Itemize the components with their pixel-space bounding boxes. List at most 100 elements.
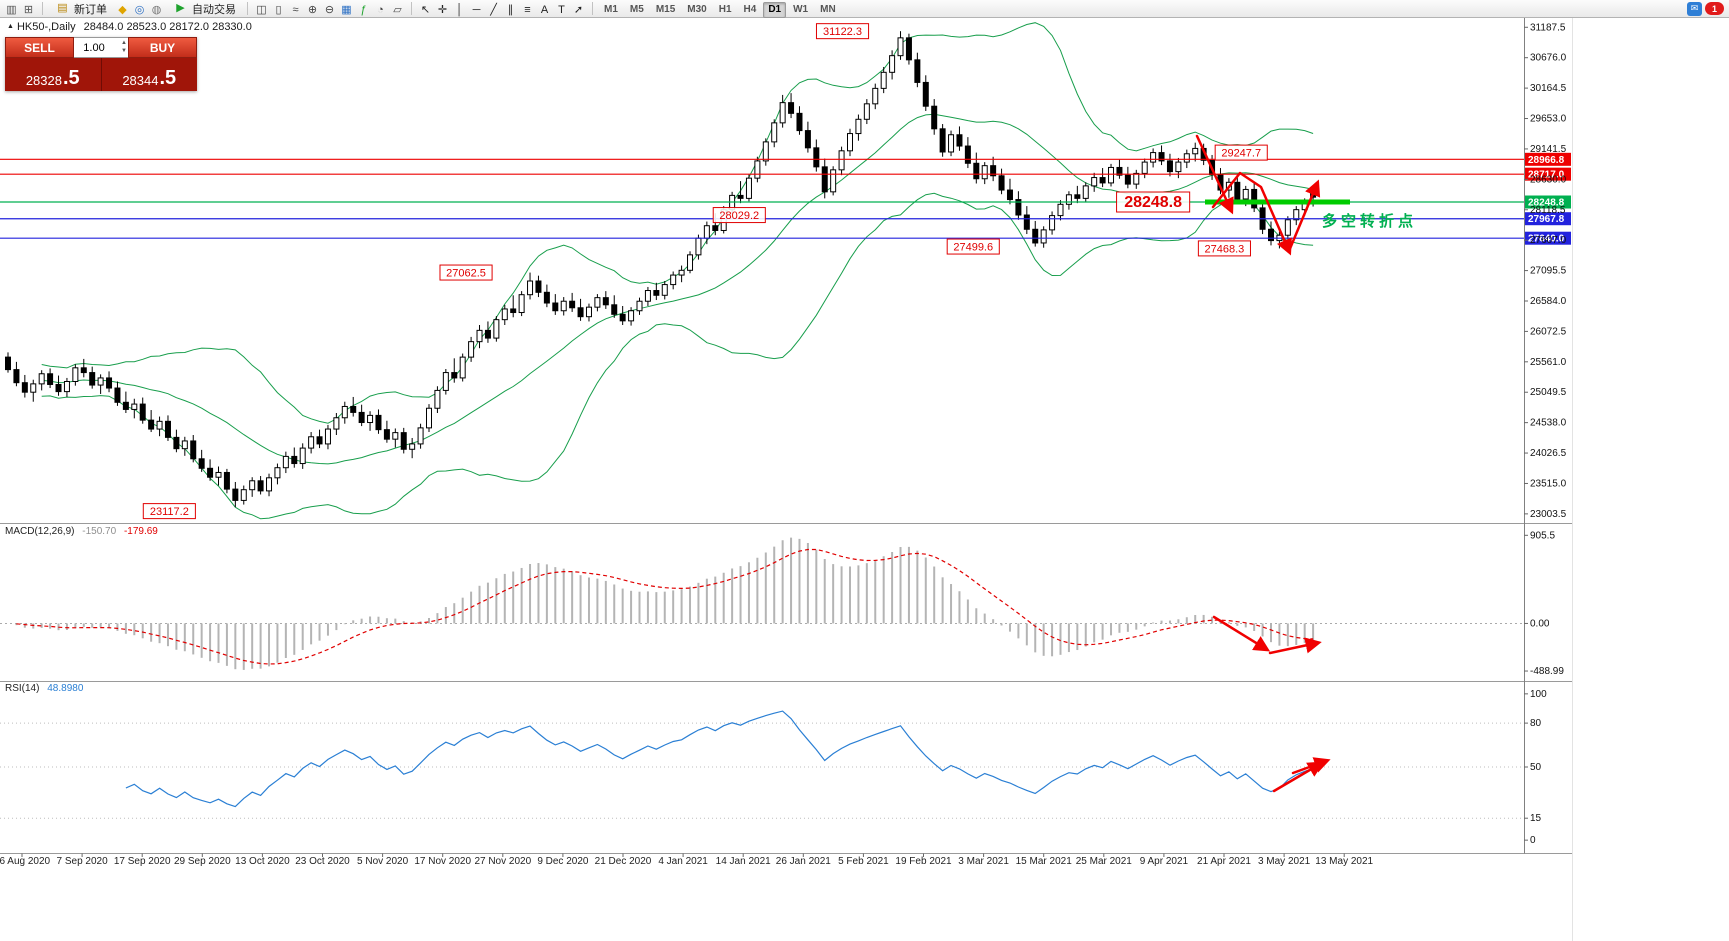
toolbar-separator bbox=[592, 2, 593, 15]
data-window-icon[interactable]: ◎ bbox=[134, 3, 145, 16]
macd-indicator-label: MACD(12,26,9) -150.70 -179.69 bbox=[5, 526, 158, 537]
svg-text:24026.5: 24026.5 bbox=[1530, 448, 1567, 459]
notification-badge[interactable]: 1 bbox=[1705, 2, 1724, 15]
svg-text:27468.3: 27468.3 bbox=[1205, 243, 1245, 255]
zoom-out-icon[interactable]: ⊖ bbox=[324, 3, 335, 16]
timeframe-w1[interactable]: W1 bbox=[793, 4, 809, 16]
rsi-panel[interactable] bbox=[0, 710, 1524, 819]
timeframe-m5[interactable]: M5 bbox=[629, 4, 644, 16]
svg-text:80: 80 bbox=[1530, 718, 1542, 729]
chat-icon[interactable]: ✉ bbox=[1687, 1, 1702, 16]
chart-symbol-period: HK50-,Daily bbox=[16, 21, 76, 33]
macd-panel[interactable] bbox=[0, 537, 1524, 670]
svg-text:21 Apr 2021: 21 Apr 2021 bbox=[1197, 856, 1251, 867]
text-icon[interactable]: A bbox=[540, 3, 549, 16]
buy-button[interactable]: BUY bbox=[128, 37, 197, 58]
bollinger-bands bbox=[41, 22, 1314, 520]
svg-text:17 Nov 2020: 17 Nov 2020 bbox=[414, 856, 471, 867]
new-order-button[interactable]: ▤ 新订单 bbox=[48, 1, 113, 17]
chat-glyph: ✉ bbox=[1690, 3, 1699, 13]
svg-text:27062.5: 27062.5 bbox=[446, 268, 486, 280]
svg-text:17 Sep 2020: 17 Sep 2020 bbox=[114, 856, 171, 867]
timeframe-m30[interactable]: M30 bbox=[687, 4, 707, 16]
svg-text:21 Dec 2020: 21 Dec 2020 bbox=[595, 856, 652, 867]
svg-text:13 May 2021: 13 May 2021 bbox=[1315, 856, 1373, 867]
bar-chart-icon[interactable]: ◫ bbox=[256, 3, 267, 16]
periods-icon[interactable]: ◔ bbox=[377, 3, 384, 16]
terminal-icon[interactable]: ◍ bbox=[151, 3, 162, 16]
svg-text:28966.8: 28966.8 bbox=[1528, 155, 1565, 166]
new-chart-icon[interactable]: ▥ bbox=[6, 3, 17, 16]
svg-text:14 Jan 2021: 14 Jan 2021 bbox=[716, 856, 771, 867]
svg-text:29653.0: 29653.0 bbox=[1530, 114, 1567, 125]
macd-name: MACD(12,26,9) bbox=[5, 526, 75, 537]
timeframe-mn[interactable]: MN bbox=[820, 4, 836, 16]
svg-text:26584.0: 26584.0 bbox=[1530, 296, 1567, 307]
autotrading-button[interactable]: ▶ 自动交易 bbox=[166, 1, 242, 17]
sell-price[interactable]: 28328 .5 bbox=[5, 58, 101, 91]
timeframe-h1[interactable]: H1 bbox=[718, 4, 732, 16]
price-scale[interactable]: 31187.5 30676.0 30164.5 29653.0 29141.5 28630… bbox=[1524, 22, 1567, 520]
svg-text:23003.5: 23003.5 bbox=[1530, 509, 1567, 520]
volume-down-icon[interactable]: ▼ bbox=[121, 48, 127, 54]
svg-text:0: 0 bbox=[1530, 835, 1536, 846]
crosshair-icon[interactable]: ✛ bbox=[437, 3, 448, 16]
market-watch-icon[interactable]: ◆ bbox=[118, 3, 127, 16]
svg-text:3 Mar 2021: 3 Mar 2021 bbox=[958, 856, 1009, 867]
svg-text:9 Dec 2020: 9 Dec 2020 bbox=[537, 856, 589, 867]
toolbar-mid-group: ◆ ◎ ◍ bbox=[114, 0, 165, 18]
toolbar-separator bbox=[411, 2, 412, 15]
candlestick-chart-icon[interactable]: ▯ bbox=[275, 3, 282, 16]
svg-text:4 Jan 2021: 4 Jan 2021 bbox=[658, 856, 708, 867]
tile-windows-icon[interactable]: ▦ bbox=[341, 3, 352, 16]
svg-text:23 Oct 2020: 23 Oct 2020 bbox=[295, 856, 350, 867]
svg-text:7 Sep 2020: 7 Sep 2020 bbox=[57, 856, 109, 867]
volume-up-icon[interactable]: ▲ bbox=[121, 40, 127, 46]
trend-arrows-rsi[interactable] bbox=[1272, 757, 1331, 793]
timeframe-h4[interactable]: H4 bbox=[743, 4, 757, 16]
chart-profiles-icon[interactable]: ⊞ bbox=[23, 3, 34, 16]
svg-text:26 Aug 2020: 26 Aug 2020 bbox=[0, 856, 51, 867]
buy-price[interactable]: 28344 .5 bbox=[101, 58, 197, 91]
svg-text:15: 15 bbox=[1530, 813, 1542, 824]
sell-button[interactable]: SELL bbox=[5, 37, 74, 58]
candles-layer[interactable] bbox=[5, 31, 1317, 508]
svg-text:30164.5: 30164.5 bbox=[1530, 83, 1567, 94]
turning-point-note[interactable]: 多空转折点 bbox=[1322, 213, 1418, 230]
panel-separators bbox=[0, 18, 1573, 941]
svg-text:0.00: 0.00 bbox=[1530, 618, 1550, 629]
price-annotations[interactable]: 31122.3 29247.7 28248.8 28029.2 27499.6 27468… bbox=[142, 23, 1268, 520]
cursor-icon[interactable]: ↖ bbox=[420, 3, 431, 16]
svg-text:27640.0: 27640.0 bbox=[1528, 234, 1565, 245]
volume-input[interactable] bbox=[74, 38, 114, 57]
svg-text:-488.99: -488.99 bbox=[1530, 666, 1564, 677]
label-icon[interactable]: T bbox=[558, 3, 565, 16]
svg-text:31187.5: 31187.5 bbox=[1530, 22, 1566, 33]
timeframe-d1[interactable]: D1 bbox=[763, 1, 787, 18]
channel-icon[interactable]: ∥ bbox=[507, 3, 514, 16]
templates-icon[interactable]: ▱ bbox=[393, 3, 402, 16]
indicators-icon[interactable]: ƒ bbox=[360, 3, 367, 16]
chart-title: ▲ HK50-,Daily 28484.0 28523.0 28172.0 2833… bbox=[7, 21, 252, 33]
level-lines[interactable] bbox=[0, 158, 1524, 239]
timeframe-m1[interactable]: M1 bbox=[604, 4, 618, 16]
trend-arrows-main[interactable] bbox=[1195, 134, 1321, 256]
buy-price-digits: 28344 bbox=[122, 73, 159, 88]
timeframe-m15[interactable]: M15 bbox=[655, 4, 676, 16]
vertical-line-icon[interactable]: │ bbox=[456, 3, 463, 16]
arrow-tool-icon[interactable]: ➚ bbox=[573, 3, 584, 16]
svg-text:29 Sep 2020: 29 Sep 2020 bbox=[174, 856, 231, 867]
svg-text:100: 100 bbox=[1530, 689, 1547, 700]
trend-arrows-macd[interactable] bbox=[1212, 615, 1322, 655]
line-chart-icon[interactable]: ≈ bbox=[292, 3, 299, 16]
zoom-in-icon[interactable]: ⊕ bbox=[307, 3, 318, 16]
rsi-scale[interactable]: 100 80 50 15 0 bbox=[1524, 689, 1547, 846]
horizontal-line-icon[interactable]: ─ bbox=[472, 3, 481, 16]
chart-window[interactable]: 28966.8 28717.0 28248.8 27967.8 27640.0 31187… bbox=[0, 18, 1729, 941]
fibonacci-icon[interactable]: ≡ bbox=[524, 3, 531, 16]
macd-scale[interactable]: 905.5 0.00 -488.99 bbox=[1524, 530, 1564, 677]
svg-text:25 Mar 2021: 25 Mar 2021 bbox=[1076, 856, 1133, 867]
trendline-icon[interactable]: ╱ bbox=[490, 3, 497, 16]
